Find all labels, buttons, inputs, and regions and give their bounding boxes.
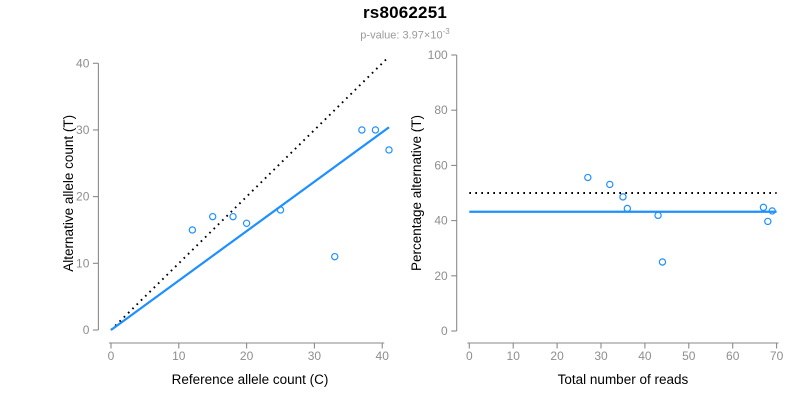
y-tick-label: 30 [76, 123, 90, 137]
panel-allele-counts: 0 10 20 30 40 0 10 20 30 40 Reference allele count… [61, 55, 393, 387]
y-tick-label: 40 [434, 214, 448, 228]
y-tick-label: 10 [76, 256, 90, 270]
figure-title: rs8062251 [362, 3, 448, 22]
y-tick-label: 80 [434, 103, 448, 117]
figure-header: rs8062251 p-value: 3.97×10-3 [5, 0, 800, 42]
data-point [209, 212, 217, 221]
p-value-text: p-value: 3.97×10 [360, 29, 443, 42]
x-tick-label: 20 [240, 349, 254, 363]
x-axis-title: Total number of reads [558, 372, 689, 387]
figure-subtitle: p-value: 3.97×10-3 [5, 27, 800, 42]
x-tick-label: 40 [638, 349, 652, 363]
data-point [619, 193, 627, 201]
x-tick-label: 0 [108, 349, 115, 363]
data-point [759, 203, 768, 212]
data-point [331, 252, 339, 261]
data-point [276, 206, 285, 214]
data-point [358, 126, 366, 134]
y-axis-title: Percentage alternative (T) [409, 115, 424, 271]
y-tick-label: 100 [428, 48, 448, 62]
data-point [623, 204, 632, 213]
panel-percentage-vs-reads: 0 20 40 60 80 100 0 10 20 30 40 50 60 70 Total number … [409, 48, 784, 387]
data-point [606, 180, 614, 189]
fit-line [110, 126, 390, 331]
x-tick-label: 0 [466, 349, 473, 363]
y-tick-label: 20 [76, 190, 90, 204]
data-point [658, 258, 667, 266]
data-point [654, 211, 662, 220]
x-tick-label: 50 [682, 349, 696, 363]
data-point [371, 126, 380, 134]
y-tick-label: 20 [434, 269, 448, 283]
x-tick-label: 40 [376, 349, 390, 363]
data-point [764, 217, 772, 226]
p-value-exponent: -3 [442, 27, 450, 36]
x-tick-label: 30 [594, 349, 608, 363]
y-axis-title: Alternative allele count (T) [61, 115, 76, 272]
data-point [385, 146, 393, 154]
x-tick-label: 20 [550, 349, 564, 363]
y-tick-label: 40 [76, 56, 90, 70]
data-point [768, 207, 776, 215]
data-point [229, 212, 237, 221]
x-tick-label: 10 [172, 349, 186, 363]
x-axis-title: Reference allele count (C) [172, 372, 329, 387]
data-point [242, 219, 251, 228]
data-point [584, 173, 592, 182]
data-point [188, 226, 197, 234]
x-tick-label: 70 [770, 349, 784, 363]
identity-dotted-line [110, 55, 390, 331]
y-tick-label: 0 [83, 323, 90, 337]
x-tick-label: 30 [308, 349, 322, 363]
x-tick-label: 60 [726, 349, 740, 363]
x-tick-label: 10 [507, 349, 521, 363]
y-tick-label: 60 [434, 158, 448, 172]
y-tick-label: 0 [441, 324, 448, 338]
